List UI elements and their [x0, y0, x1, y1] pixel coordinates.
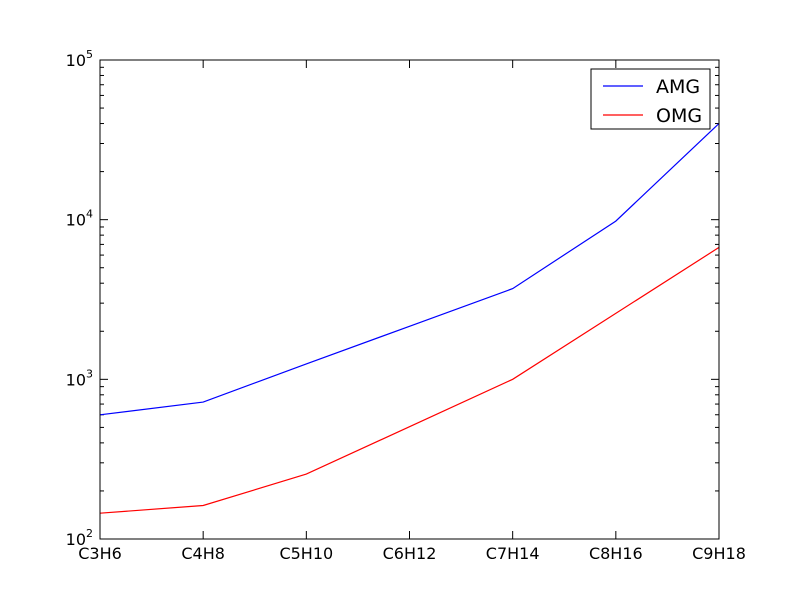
x-tick-labels: C3H6 C4H8 C5H10 C6H12 C7H14 C8H16 C9H18: [78, 544, 746, 563]
x-tick-label: C6H12: [383, 544, 437, 563]
plot-area: [100, 60, 719, 539]
plot-frame: [99, 59, 720, 540]
legend: AMG OMG: [590, 68, 711, 130]
series-line-amg: [99, 123, 720, 416]
legend-label-amg: AMG: [656, 76, 700, 98]
x-tick-label: C4H8: [181, 544, 225, 563]
series-layer: [99, 123, 720, 514]
x-tick-label: C7H14: [486, 544, 540, 563]
y-tick-label: 104: [66, 208, 93, 230]
x-tick-label: C8H16: [589, 544, 643, 563]
minor-ticks: [100, 66, 719, 492]
x-tick-label: C9H18: [692, 544, 746, 563]
series-line-omg: [99, 246, 720, 514]
y-tick-label: 103: [66, 367, 93, 389]
legend-frame: [590, 68, 711, 130]
x-tick-label: C3H6: [78, 544, 122, 563]
legend-label-omg: OMG: [656, 105, 702, 127]
x-tick-label: C5H10: [279, 544, 333, 563]
y-tick-label: 105: [66, 48, 93, 70]
